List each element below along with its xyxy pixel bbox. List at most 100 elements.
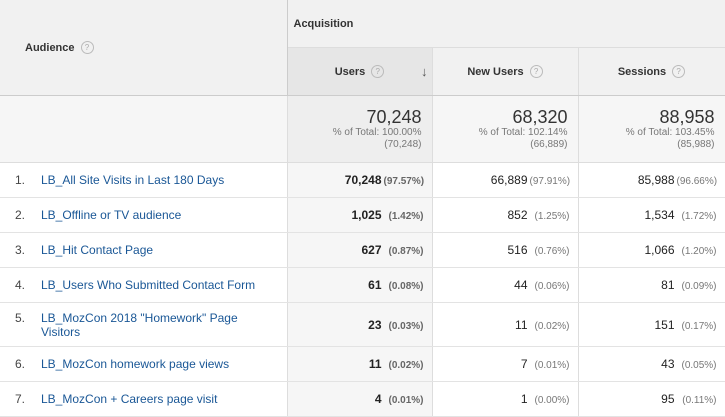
help-icon[interactable]: ? <box>529 65 543 78</box>
row-index: 6. <box>15 357 26 371</box>
audience-link[interactable]: LB_MozCon homework page views <box>41 357 230 371</box>
metric-percent: (0.87%) <box>388 246 424 257</box>
dimension-header-label: Audience <box>25 42 75 54</box>
metric-value: 151 <box>654 317 675 332</box>
metric-cell: 61 (0.08%) <box>287 267 433 303</box>
metric-percent: (0.05%) <box>681 360 717 371</box>
metric-percent: (1.25%) <box>534 211 570 222</box>
metric-percent: (0.08%) <box>388 281 424 292</box>
group-header-label: Acquisition <box>293 17 354 30</box>
help-icon[interactable]: ? <box>80 41 94 54</box>
metric-value: 43 <box>661 357 675 371</box>
table-row: 6. LB_MozCon homework page views 11 (0.02%)… <box>0 346 725 382</box>
row-index: 4. <box>15 278 26 292</box>
audience-cell: 7. LB_MozCon + Careers page visit <box>0 381 288 417</box>
metric-percent: (0.17%) <box>681 320 717 332</box>
metric-percent: (1.72%) <box>681 211 717 222</box>
metric-cell: 44 (0.06%) <box>432 267 579 303</box>
metric-value: 85,988 <box>637 173 675 187</box>
metric-percent: (0.11%) <box>682 395 717 406</box>
row-index: 2. <box>15 208 26 222</box>
total-percent: % of Total: 103.45% <box>625 127 715 138</box>
help-icon[interactable]: ? <box>371 65 385 78</box>
table-row: 7. LB_MozCon + Careers page visit 4 (0.01%)… <box>0 381 725 417</box>
audience-cell: 6. LB_MozCon homework page views <box>0 346 288 382</box>
acquisition-group-header: Acquisition <box>287 0 725 48</box>
total-percent: % of Total: 102.14% <box>478 127 568 138</box>
dimension-header[interactable]: Audience? <box>0 0 288 96</box>
metric-cell: 23 (0.03%) <box>287 302 433 347</box>
new-users-column-header[interactable]: New Users? <box>432 47 579 96</box>
metric-cell: 852 (1.25%) <box>432 197 579 233</box>
metric-percent: (96.66%) <box>676 176 718 187</box>
metric-value: 627 <box>361 243 382 257</box>
metric-percent: (97.57%) <box>383 176 425 187</box>
total-base: (85,988) <box>677 139 715 150</box>
metric-value: 23 <box>368 317 382 332</box>
metric-percent: (0.01%) <box>388 395 424 406</box>
table-row: 4. LB_Users Who Submitted Contact Form 61 (… <box>0 267 725 303</box>
metric-cell: 11 (0.02%) <box>432 302 579 347</box>
audience-cell: 3. LB_Hit Contact Page <box>0 232 288 268</box>
metric-percent: (0.02%) <box>388 360 424 371</box>
metric-percent: (0.09%) <box>681 281 717 292</box>
metric-cell: 516 (0.76%) <box>432 232 579 268</box>
audience-cell: 5. LB_MozCon 2018 "Homework" Page Visitor… <box>0 302 288 347</box>
metric-value: 516 <box>507 243 528 257</box>
sessions-column-header[interactable]: Sessions? <box>578 47 725 96</box>
metric-value: 1 <box>520 392 528 406</box>
metric-percent: (97.91%) <box>529 176 571 187</box>
totals-row: 70,248 % of Total: 100.00% (70,248) 68,3… <box>0 95 725 163</box>
audience-link[interactable]: LB_Users Who Submitted Contact Form <box>41 278 256 292</box>
metric-percent: (1.42%) <box>388 211 424 222</box>
metric-cell: 70,248 (97.57%) <box>287 162 433 198</box>
metric-value: 81 <box>661 278 675 292</box>
column-header-label: Sessions <box>617 66 667 78</box>
metric-value: 66,889 <box>490 173 528 187</box>
row-index: 5. <box>15 310 26 325</box>
metric-cell: 66,889 (97.91%) <box>432 162 579 198</box>
metric-cell: 151 (0.17%) <box>578 302 725 347</box>
users-column-header[interactable]: Users? ↓ <box>287 47 433 96</box>
metric-cell: 7 (0.01%) <box>432 346 579 382</box>
metric-percent: (0.01%) <box>534 360 570 371</box>
row-index: 1. <box>15 173 26 187</box>
metric-value: 4 <box>374 392 382 406</box>
metric-cell: 1,025 (1.42%) <box>287 197 433 233</box>
table-row: 3. LB_Hit Contact Page 627 (0.87%) 516 (0.76%… <box>0 232 725 268</box>
metric-percent: (1.20%) <box>681 246 717 257</box>
audience-link[interactable]: LB_Offline or TV audience <box>41 208 182 222</box>
help-icon[interactable]: ? <box>672 65 686 78</box>
table-row: 1. LB_All Site Visits in Last 180 Days 70,… <box>0 162 725 198</box>
row-index: 3. <box>15 243 26 257</box>
totals-label-cell <box>0 95 288 163</box>
table-row: 5. LB_MozCon 2018 "Homework" Page Visitor… <box>0 302 725 347</box>
metric-value: 95 <box>661 392 675 406</box>
audience-link[interactable]: LB_Hit Contact Page <box>41 243 154 257</box>
audience-link[interactable]: LB_MozCon 2018 "Homework" Page Visitors <box>41 310 238 339</box>
sort-descending-icon[interactable]: ↓ <box>421 64 428 79</box>
metric-cell: 1,534 (1.72%) <box>578 197 725 233</box>
total-value: 88,958 <box>659 107 715 127</box>
metric-value: 7 <box>520 357 528 371</box>
metric-cell: 81 (0.09%) <box>578 267 725 303</box>
audience-link[interactable]: LB_All Site Visits in Last 180 Days <box>41 173 225 187</box>
audience-cell: 2. LB_Offline or TV audience <box>0 197 288 233</box>
metric-value: 61 <box>368 278 382 292</box>
audience-link[interactable]: LB_MozCon + Careers page visit <box>41 392 218 406</box>
new-users-total: 68,320 % of Total: 102.14% (66,889) <box>432 95 579 163</box>
metric-cell: 1 (0.00%) <box>432 381 579 417</box>
total-value: 68,320 <box>512 107 568 127</box>
metric-cell: 4 (0.01%) <box>287 381 433 417</box>
metric-percent: (0.00%) <box>534 395 570 406</box>
metric-cell: 95 (0.11%) <box>578 381 725 417</box>
metric-percent: (0.02%) <box>534 320 570 332</box>
metric-value: 1,066 <box>644 243 675 257</box>
metric-value: 1,025 <box>351 208 382 222</box>
metric-percent: (0.76%) <box>534 246 570 257</box>
total-percent: % of Total: 100.00% <box>332 127 422 138</box>
column-header-label: Users <box>334 66 366 78</box>
metric-cell: 11 (0.02%) <box>287 346 433 382</box>
metric-value: 11 <box>515 317 528 332</box>
